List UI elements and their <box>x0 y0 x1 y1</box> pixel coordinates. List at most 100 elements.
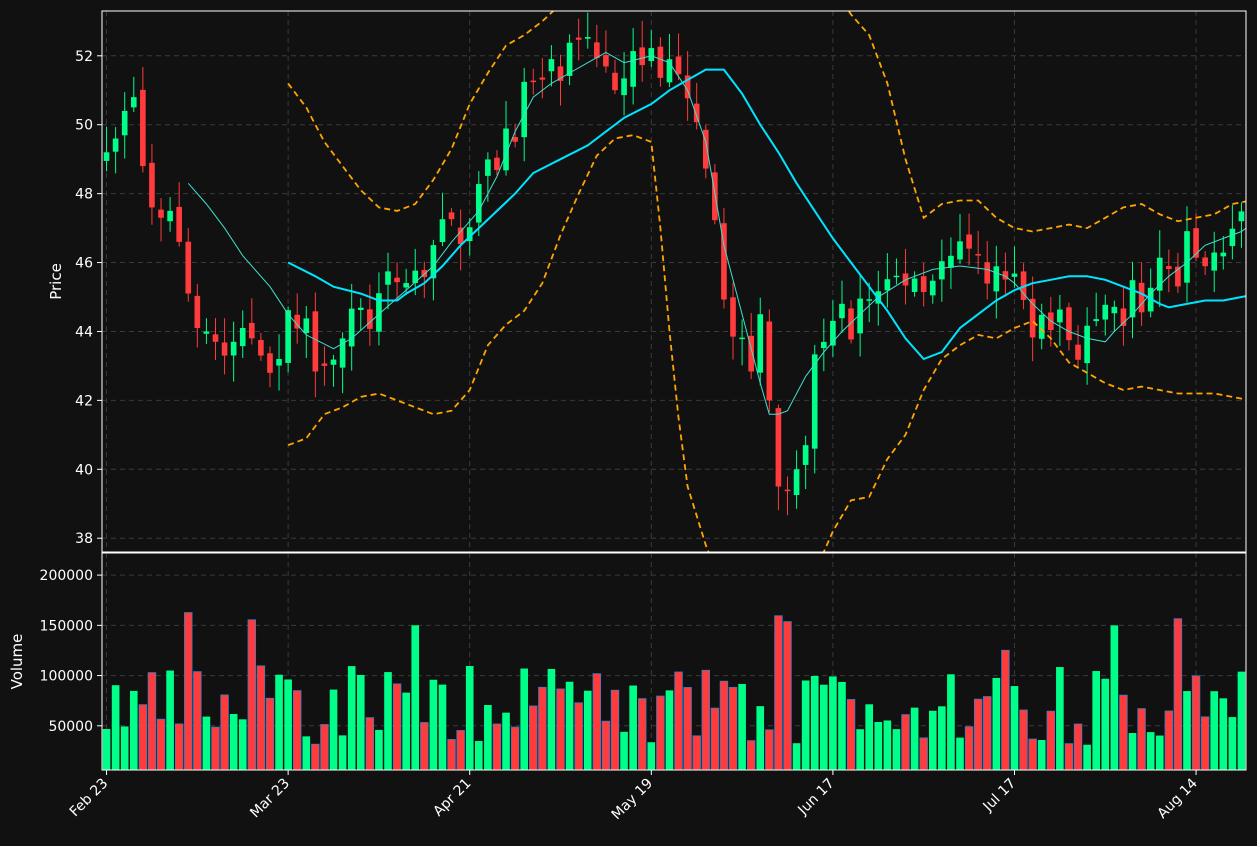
volume-bar <box>102 728 111 770</box>
volume-bar <box>1046 710 1056 770</box>
volume-bar <box>964 726 974 770</box>
candle-down <box>457 227 464 245</box>
volume-bar <box>756 706 765 770</box>
volume-bar <box>856 729 864 770</box>
volume-bar <box>202 716 211 770</box>
volume-bar <box>120 726 129 770</box>
overlays <box>187 11 1246 552</box>
volume-bar <box>429 679 438 770</box>
volume-bar <box>656 695 665 770</box>
candle-up <box>330 359 337 365</box>
volume-panel-frame <box>101 552 1247 771</box>
volume-bar <box>683 687 692 770</box>
volume-bar <box>1200 716 1210 770</box>
volume-bar <box>510 726 520 770</box>
volume-bar <box>1173 618 1183 770</box>
candle-up <box>1084 325 1090 364</box>
price-tick-label: 44 <box>75 324 93 340</box>
price-tick-label: 40 <box>75 462 93 478</box>
candle-down <box>1029 298 1036 338</box>
candle-up <box>802 445 809 465</box>
price-tick-label: 50 <box>75 118 93 134</box>
candle-up <box>1184 231 1190 283</box>
volume-bar <box>275 674 283 770</box>
volume-bar <box>1210 691 1219 770</box>
volume-bar <box>1146 732 1155 770</box>
candle-up <box>939 261 945 280</box>
candle-up <box>893 275 900 278</box>
volume-bar <box>193 671 202 770</box>
candle-up <box>1211 252 1218 271</box>
volume-bars <box>102 612 1246 770</box>
volume-bar <box>229 714 238 770</box>
volume-bar <box>420 722 429 770</box>
volume-bar <box>302 736 311 770</box>
candle-down <box>1066 307 1072 341</box>
volume-bar <box>1064 743 1074 770</box>
candle-up <box>485 159 491 176</box>
volume-bar <box>801 680 810 770</box>
volume-bar <box>375 729 383 770</box>
candle-up <box>348 308 355 347</box>
volume-bar <box>1083 744 1091 770</box>
price-panel-frame <box>101 10 1247 553</box>
volume-bar <box>829 676 837 770</box>
volume-bar <box>738 683 746 770</box>
price-tick-label: 48 <box>75 187 93 203</box>
volume-bar <box>719 680 729 770</box>
volume-bar <box>347 666 356 770</box>
candle-down <box>530 80 537 83</box>
volume-bar <box>284 679 292 770</box>
candle-down <box>312 311 319 372</box>
volume-tick-label: 50000 <box>48 719 93 735</box>
volume-bar <box>1092 671 1101 770</box>
volume-axis-label: Volume <box>8 634 26 690</box>
candle-up <box>1220 252 1227 257</box>
candle-up <box>739 337 745 340</box>
volume-bar <box>938 706 946 770</box>
time-tick-label: Jul 17 <box>980 776 1020 816</box>
volume-bar <box>211 726 220 770</box>
candle-down <box>612 72 618 91</box>
candle-up <box>430 245 437 279</box>
volume-bar <box>947 674 955 770</box>
candle-up <box>1093 319 1100 322</box>
volume-bar <box>792 743 801 770</box>
candle-down <box>594 42 600 59</box>
candle-down <box>766 321 773 401</box>
volume-bar <box>574 702 583 770</box>
candle-down <box>512 137 518 142</box>
volume-bar <box>356 674 365 770</box>
candle-down <box>212 334 219 342</box>
time-tick-label: Mar 23 <box>247 776 293 822</box>
volume-bar <box>1110 625 1119 770</box>
volume-tick-label: 150000 <box>40 618 93 634</box>
volume-bar <box>892 729 901 770</box>
candle-down <box>1002 271 1009 280</box>
candle-down <box>221 342 228 356</box>
volume-bar <box>846 699 856 770</box>
candle-up <box>866 299 873 301</box>
candle-down <box>1075 344 1081 360</box>
volume-bar <box>819 684 828 770</box>
candle-up <box>1038 314 1045 339</box>
candle-up <box>1129 280 1136 318</box>
volume-bar <box>1228 717 1237 770</box>
candle-down <box>721 223 727 300</box>
candle-down <box>657 46 664 78</box>
candle-up <box>376 293 382 332</box>
candle-up <box>475 184 482 223</box>
volume-bar <box>583 690 592 770</box>
volume-bar <box>392 683 402 770</box>
candle-down <box>730 297 736 337</box>
volume-bar <box>838 681 846 770</box>
candle-up <box>357 307 364 311</box>
candle-up <box>911 278 918 292</box>
volume-bar <box>1183 691 1191 770</box>
candle-up <box>130 97 137 108</box>
candle-up <box>1011 273 1018 277</box>
bollinger-upper-line <box>287 11 1246 233</box>
candle-down <box>684 75 691 99</box>
grid <box>102 11 1246 770</box>
candle-up <box>466 227 473 242</box>
